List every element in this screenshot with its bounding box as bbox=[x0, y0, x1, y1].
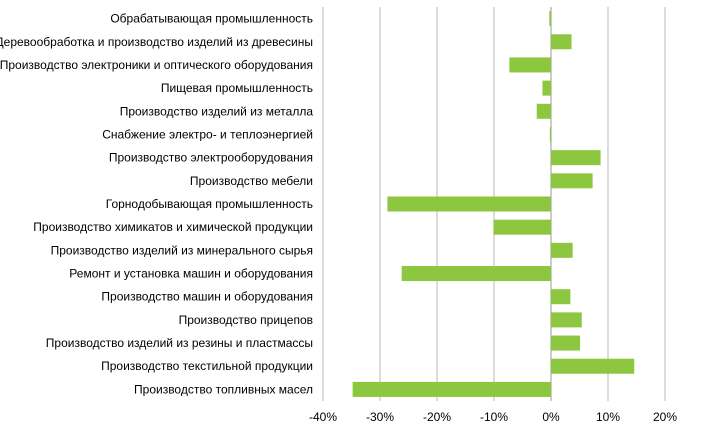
bar bbox=[387, 196, 551, 212]
x-tick-label: 10% bbox=[596, 410, 620, 424]
category-label: Производство изделий из резины и пластма… bbox=[46, 336, 313, 350]
bar bbox=[551, 358, 635, 374]
category-label: Производство машин и оборудования bbox=[101, 290, 313, 304]
x-tick-label: -20% bbox=[423, 410, 451, 424]
category-label: Обрабатывающая промышленность bbox=[110, 12, 313, 26]
bar bbox=[551, 150, 601, 166]
category-label: Пищевая промышленность bbox=[161, 81, 313, 95]
category-label: Производство изделий из металла bbox=[120, 104, 314, 118]
bar bbox=[549, 11, 551, 27]
x-tick-label: -30% bbox=[366, 410, 394, 424]
x-tick-label: -40% bbox=[309, 410, 337, 424]
x-tick-label: 20% bbox=[653, 410, 677, 424]
category-label: Производство мебели bbox=[190, 174, 313, 188]
category-labels: Обрабатывающая промышленность Деревообраб… bbox=[0, 12, 313, 397]
category-label: Производство изделий из минерального сыр… bbox=[51, 243, 313, 257]
bar bbox=[542, 80, 551, 96]
x-tick-label: -10% bbox=[480, 410, 508, 424]
bar bbox=[551, 34, 572, 50]
category-label: Снабжение электро- и теплоэнергией bbox=[102, 127, 313, 141]
category-label: Производство электроники и оптического о… bbox=[0, 58, 313, 72]
category-label: Производство текстильной продукции bbox=[101, 359, 313, 373]
bar bbox=[509, 57, 551, 73]
category-label: Деревообработка и производство изделий и… bbox=[0, 35, 313, 49]
bar bbox=[352, 381, 551, 397]
bar bbox=[551, 289, 571, 305]
bars bbox=[352, 11, 635, 397]
bar bbox=[549, 126, 551, 142]
category-label: Производство электрооборудования bbox=[109, 151, 313, 165]
bar bbox=[493, 219, 551, 235]
category-label: Горнодобывающая промышленность bbox=[106, 197, 313, 211]
category-label: Ремонт и установка машин и оборудования bbox=[69, 267, 313, 281]
bar bbox=[401, 266, 551, 282]
category-label: Производство топливных масел bbox=[134, 382, 313, 396]
category-label: Производство химикатов и химической прод… bbox=[33, 220, 313, 234]
bar bbox=[551, 242, 573, 258]
bar bbox=[551, 312, 582, 328]
category-label: Производство прицепов bbox=[179, 313, 313, 327]
bar bbox=[536, 103, 551, 119]
x-axis-tick-labels: -40% -30% -20% -10% 0% 10% 20% bbox=[309, 410, 677, 424]
bar bbox=[551, 173, 593, 189]
bar bbox=[551, 335, 581, 351]
x-tick-label: 0% bbox=[542, 410, 560, 424]
